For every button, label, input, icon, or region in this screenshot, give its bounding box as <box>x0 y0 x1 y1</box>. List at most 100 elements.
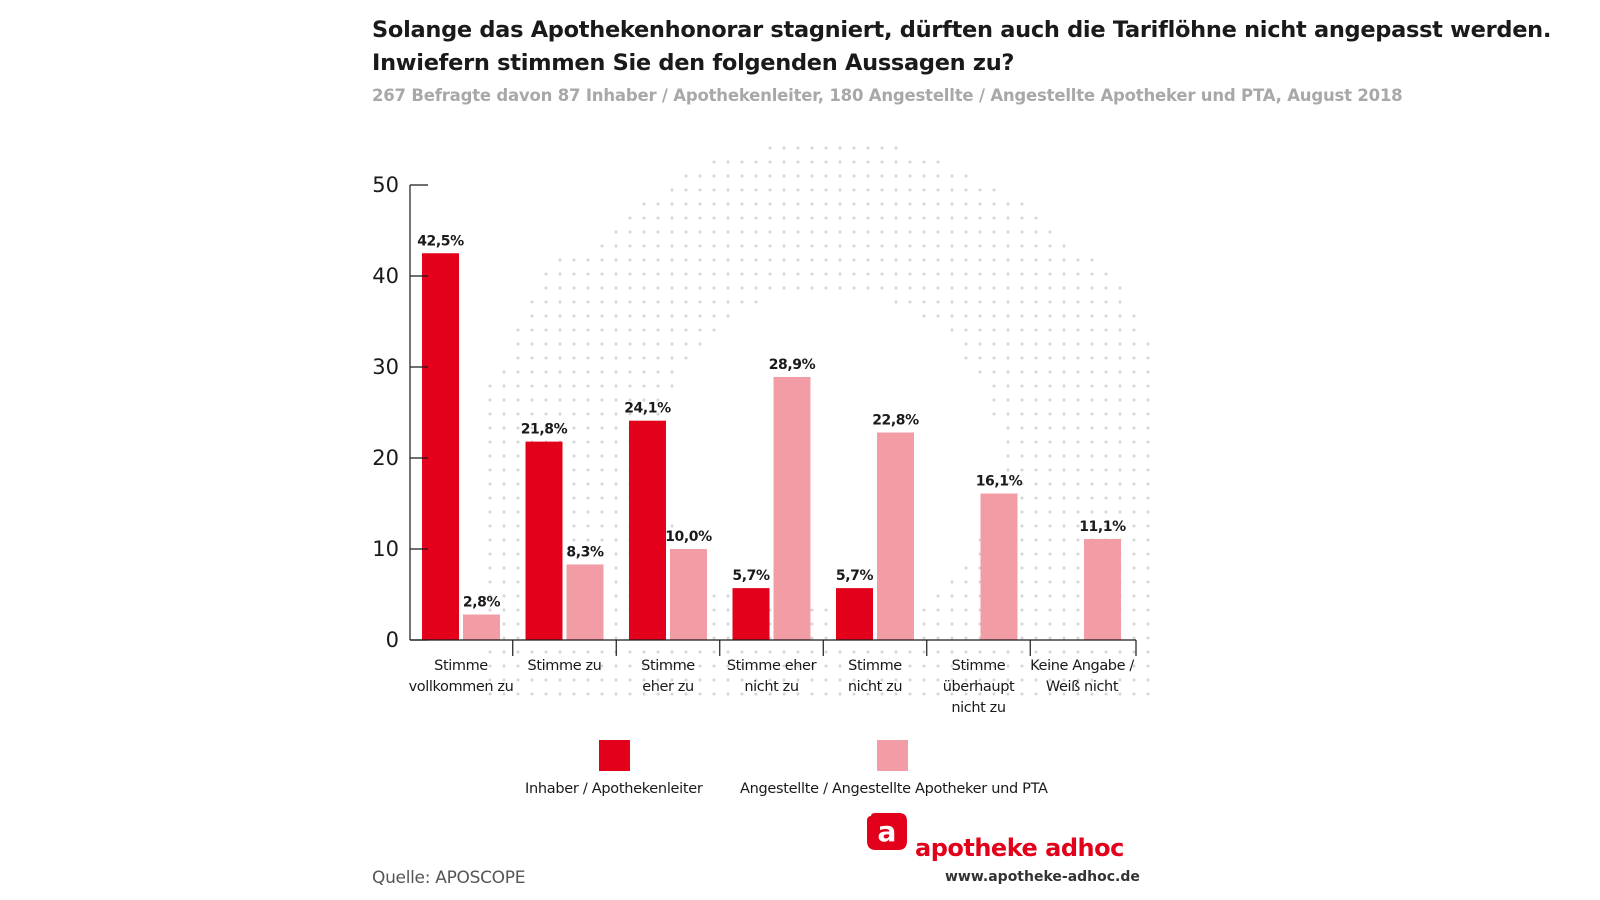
background-dot <box>530 664 534 668</box>
background-dot <box>908 230 912 234</box>
background-dot <box>1090 692 1094 696</box>
background-dot <box>894 678 898 682</box>
background-dot <box>1132 384 1136 388</box>
background-dot <box>1090 300 1094 304</box>
background-dot <box>1132 608 1136 612</box>
background-dot <box>768 230 772 234</box>
background-dot <box>502 482 506 486</box>
background-dot <box>852 202 856 206</box>
background-dot <box>1020 622 1024 626</box>
background-dot <box>754 188 758 192</box>
background-dot <box>950 678 954 682</box>
background-dot <box>838 272 842 276</box>
background-dot <box>1076 538 1080 542</box>
background-dot <box>1104 398 1108 402</box>
background-dot <box>950 650 954 654</box>
background-dot <box>572 678 576 682</box>
background-dot <box>488 384 492 388</box>
background-dot <box>1104 300 1108 304</box>
background-dot <box>516 454 520 458</box>
background-dot <box>530 678 534 682</box>
background-dot <box>922 622 926 626</box>
background-dot <box>516 538 520 542</box>
background-dot <box>1020 426 1024 430</box>
background-dot <box>1076 496 1080 500</box>
background-dot <box>1034 440 1038 444</box>
background-dot <box>894 664 898 668</box>
background-dot <box>810 188 814 192</box>
background-dot <box>1146 622 1150 626</box>
background-dot <box>1132 440 1136 444</box>
background-dot <box>1034 216 1038 220</box>
background-dot <box>516 608 520 612</box>
background-dot <box>586 650 590 654</box>
background-dot <box>698 188 702 192</box>
background-dot <box>1062 692 1066 696</box>
background-dot <box>628 342 632 346</box>
background-dot <box>824 216 828 220</box>
background-dot <box>572 482 576 486</box>
background-dot <box>726 636 730 640</box>
background-dot <box>1006 454 1010 458</box>
background-dot <box>1104 650 1108 654</box>
background-dot <box>628 258 632 262</box>
background-dot <box>544 328 548 332</box>
background-dot <box>796 146 800 150</box>
background-dot <box>600 692 604 696</box>
background-dot <box>1090 650 1094 654</box>
background-dot <box>1048 524 1052 528</box>
bar-inhaber <box>422 253 459 640</box>
background-dot <box>1020 440 1024 444</box>
background-dot <box>614 328 618 332</box>
background-dot <box>922 664 926 668</box>
background-dot <box>1048 664 1052 668</box>
legend-swatch-angestellte <box>877 740 908 771</box>
background-dot <box>852 650 856 654</box>
background-dot <box>1034 272 1038 276</box>
background-dot <box>1118 314 1122 318</box>
background-dot <box>1020 272 1024 276</box>
background-dot <box>1104 468 1108 472</box>
data-label: 28,9% <box>769 357 816 373</box>
background-dot <box>1076 552 1080 556</box>
background-dot <box>894 650 898 654</box>
background-dot <box>1020 468 1024 472</box>
background-dot <box>824 664 828 668</box>
background-dot <box>782 650 786 654</box>
background-dot <box>1132 664 1136 668</box>
background-dot <box>1132 566 1136 570</box>
brand-logo-text: apotheke adhoc <box>915 834 1124 862</box>
background-dot <box>782 160 786 164</box>
background-dot <box>544 692 548 696</box>
background-dot <box>488 468 492 472</box>
background-dot <box>950 622 954 626</box>
background-dot <box>502 678 506 682</box>
data-label: 8,3% <box>566 544 604 560</box>
background-dot <box>894 286 898 290</box>
data-label: 22,8% <box>872 413 919 429</box>
background-dot <box>726 216 730 220</box>
background-dot <box>1048 510 1052 514</box>
background-dot <box>866 244 870 248</box>
background-dot <box>866 216 870 220</box>
background-dot <box>1048 468 1052 472</box>
background-dot <box>558 286 562 290</box>
background-dot <box>922 678 926 682</box>
background-dot <box>922 314 926 318</box>
background-dot <box>810 608 814 612</box>
background-dot <box>768 174 772 178</box>
background-dot <box>852 146 856 150</box>
background-dot <box>670 272 674 276</box>
background-dot <box>1146 650 1150 654</box>
x-tick-label: Stimme <box>434 658 488 674</box>
background-dot <box>796 650 800 654</box>
background-dot <box>502 636 506 640</box>
background-dot <box>1104 664 1108 668</box>
background-dot <box>684 678 688 682</box>
background-dot <box>516 342 520 346</box>
background-dot <box>894 146 898 150</box>
background-dot <box>544 300 548 304</box>
background-dot <box>1090 510 1094 514</box>
background-dot <box>572 342 576 346</box>
background-dot <box>502 552 506 556</box>
